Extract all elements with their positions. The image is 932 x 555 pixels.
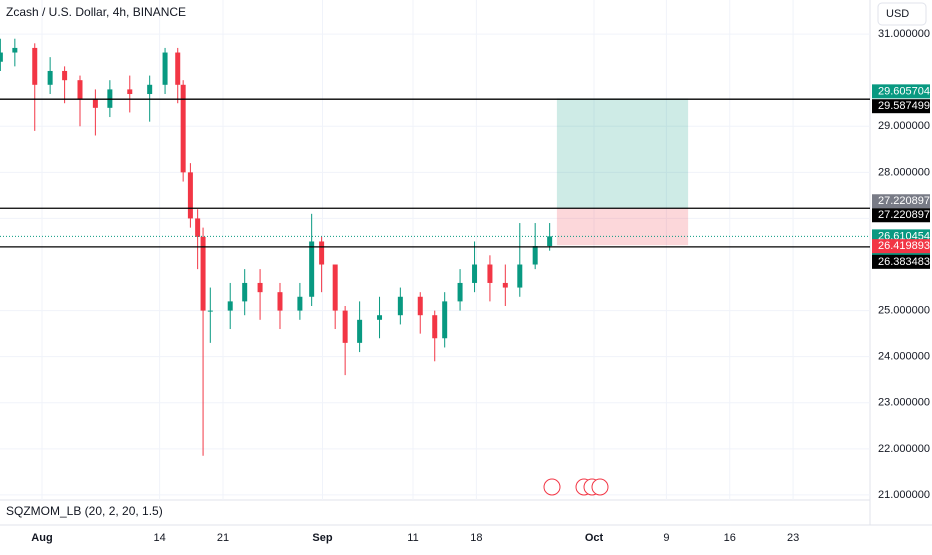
profit-zone xyxy=(556,98,689,209)
candle-body xyxy=(32,47,38,85)
y-tick-label: 28.000000 xyxy=(878,166,930,178)
candle-body xyxy=(532,246,538,265)
price-tag xyxy=(872,208,930,223)
x-tick-label: 23 xyxy=(787,532,799,544)
candle-body xyxy=(297,296,303,311)
price-tag xyxy=(872,84,930,99)
candle-body xyxy=(227,301,233,311)
price-tag xyxy=(872,99,930,114)
candle-body xyxy=(342,310,348,343)
price-tag xyxy=(872,194,930,209)
y-tick-label: 29.000000 xyxy=(878,120,930,132)
x-tick-label: 14 xyxy=(154,532,166,544)
candle-body xyxy=(332,264,338,311)
price-tag xyxy=(872,239,930,254)
candle-body xyxy=(47,70,53,85)
x-tick-label: 16 xyxy=(724,532,736,544)
candle-body xyxy=(77,80,83,99)
candle-body xyxy=(397,296,403,316)
event-icon[interactable] xyxy=(591,478,609,496)
candle-body xyxy=(319,241,325,265)
currency-label: USD xyxy=(886,8,909,20)
candle-body xyxy=(442,301,448,339)
event-icon[interactable] xyxy=(543,478,561,496)
candle-body xyxy=(0,52,3,62)
price-tag-label: 26.419893 xyxy=(878,240,930,252)
candle-body xyxy=(147,84,153,95)
candle-body xyxy=(12,47,18,53)
y-tick-label: 21.000000 xyxy=(878,489,930,501)
candle-body xyxy=(207,310,213,312)
candle-body xyxy=(200,236,206,311)
candle-body xyxy=(417,296,423,316)
candle-body xyxy=(127,89,133,95)
candle-body xyxy=(242,282,248,302)
price-tag-label: 29.605704 xyxy=(878,85,930,97)
candle-body xyxy=(457,282,463,302)
candle-body xyxy=(62,70,68,81)
price-tag-label: 27.220897 xyxy=(878,209,930,221)
candle-body xyxy=(547,236,553,247)
x-tick-label: 11 xyxy=(407,532,418,544)
candle-body xyxy=(92,98,98,108)
price-tag xyxy=(872,254,930,269)
candle-body xyxy=(175,52,181,85)
candle-body xyxy=(257,282,263,293)
y-tick-label: 31.000000 xyxy=(878,28,930,40)
x-tick-label: Oct xyxy=(585,532,604,544)
candle-body xyxy=(180,84,186,173)
x-tick-label: 21 xyxy=(217,532,229,544)
candle-body xyxy=(195,218,201,237)
indicator-label: SQZMOM_LB (20, 2, 20, 1.5) xyxy=(6,504,163,518)
candle-body xyxy=(309,241,315,297)
candle-body xyxy=(432,315,438,339)
candle-body xyxy=(472,264,478,283)
x-tick-label: Sep xyxy=(312,532,332,544)
candle-body xyxy=(517,264,523,288)
candle-body xyxy=(502,282,508,288)
candle-body xyxy=(377,315,383,320)
x-tick-label: 18 xyxy=(470,532,482,544)
x-tick-label: 9 xyxy=(663,532,669,544)
candle-body xyxy=(357,319,363,343)
y-tick-label: 24.000000 xyxy=(878,351,930,363)
loss-zone xyxy=(556,208,689,246)
currency-button[interactable] xyxy=(877,2,927,26)
candle-body xyxy=(487,264,493,283)
chart-title: Zcash / U.S. Dollar, 4h, BINANCE xyxy=(6,5,186,19)
candle-body xyxy=(187,172,193,219)
event-icons xyxy=(543,478,609,496)
y-tick-label: 25.000000 xyxy=(878,305,930,317)
x-tick-label: Aug xyxy=(31,532,52,544)
y-tick-label: 22.000000 xyxy=(878,443,930,455)
price-tag-label: 27.220897 xyxy=(878,195,930,207)
y-tick-label: 23.000000 xyxy=(878,397,930,409)
price-tag-label: 29.587499 xyxy=(878,100,930,112)
price-tag-label: 26.383483 xyxy=(878,256,930,268)
candle-body xyxy=(277,292,283,311)
candle-body xyxy=(162,52,168,85)
